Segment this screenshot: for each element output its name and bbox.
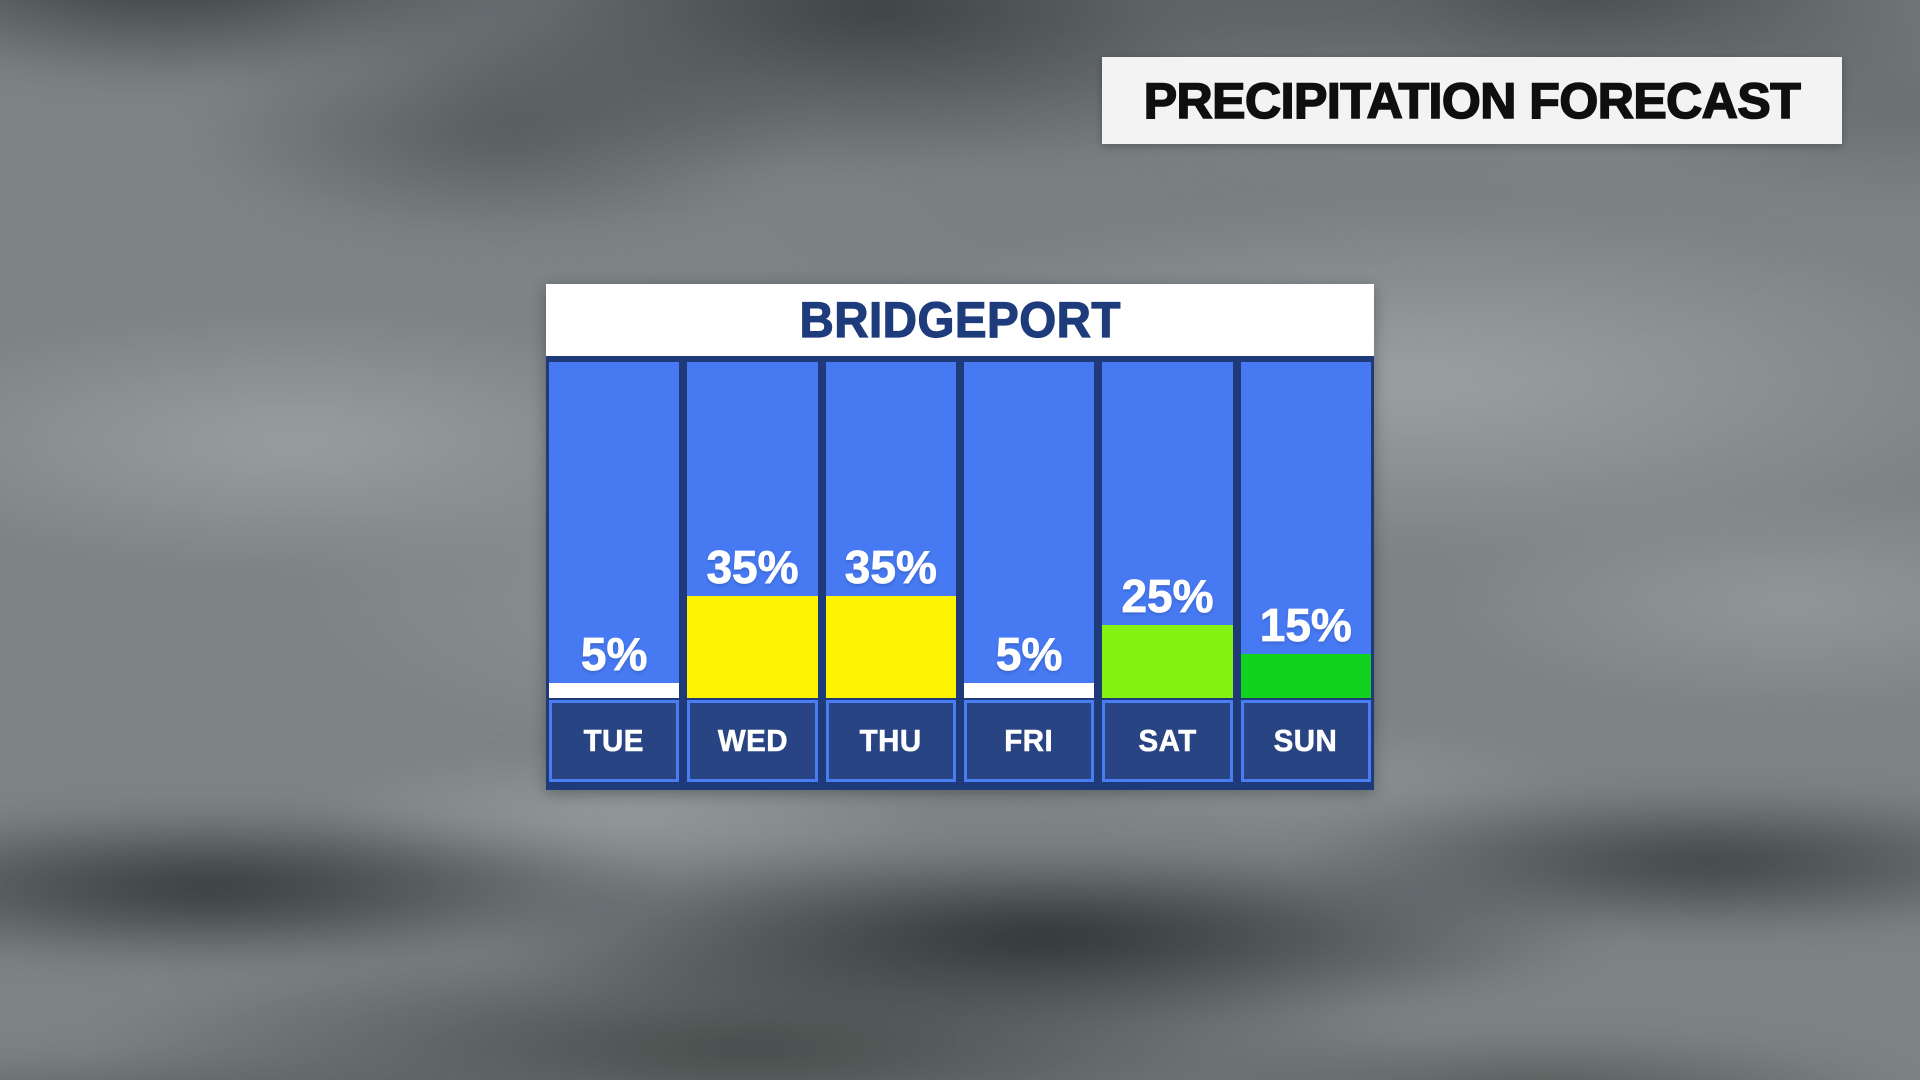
- bar-fill: [825, 596, 956, 698]
- day-label: FRI: [1004, 723, 1054, 759]
- day-label: TUE: [583, 723, 645, 759]
- day-label-panel: SAT: [1102, 700, 1233, 782]
- value-label: 35%: [844, 541, 937, 593]
- day-label: SAT: [1138, 723, 1197, 759]
- chart-title: BRIDGEPORT: [799, 291, 1121, 348]
- bar-column-wed: 35% WED: [687, 362, 818, 782]
- day-label-panel: TUE: [549, 700, 680, 782]
- day-label-panel: SUN: [1240, 700, 1371, 782]
- day-label: SUN: [1274, 723, 1338, 759]
- value-label: 35%: [706, 541, 799, 593]
- value-label: 15%: [1259, 599, 1352, 651]
- bar-track: 5%: [549, 362, 680, 698]
- bar-fill: [1102, 625, 1233, 698]
- day-label-panel: THU: [825, 700, 956, 782]
- bar-fill: [1240, 654, 1371, 698]
- value-label: 25%: [1121, 570, 1214, 622]
- bar-fill: [549, 683, 680, 698]
- bar-column-thu: 35% THU: [825, 362, 956, 782]
- precipitation-forecast-banner: PRECIPITATION FORECAST: [1102, 57, 1842, 144]
- chart-title-bar: BRIDGEPORT: [546, 284, 1374, 356]
- day-label-panel: FRI: [963, 700, 1095, 782]
- bar-column-sun: 15% SUN: [1240, 362, 1371, 782]
- bar-track: 35%: [687, 362, 818, 698]
- day-label-panel: WED: [687, 700, 818, 782]
- precipitation-chart: BRIDGEPORT 5% TUE 35% WED 35% THU 5% FRI 25% SAT 1…: [546, 284, 1374, 790]
- day-label: WED: [717, 723, 788, 759]
- day-label: THU: [859, 723, 922, 759]
- bar-column-fri: 5% FRI: [963, 362, 1095, 782]
- bar-track: 25%: [1102, 362, 1233, 698]
- bar-column-tue: 5% TUE: [549, 362, 680, 782]
- bar-column-sat: 25% SAT: [1102, 362, 1233, 782]
- banner-title: PRECIPITATION FORECAST: [1143, 72, 1802, 130]
- bar-track: 35%: [825, 362, 956, 698]
- bar-fill: [687, 596, 818, 698]
- chart-body: 5% TUE 35% WED 35% THU 5% FRI 25% SAT 15% SUN: [546, 356, 1374, 790]
- bar-track: 5%: [963, 362, 1095, 698]
- value-label: 5%: [580, 628, 648, 680]
- value-label: 5%: [995, 628, 1063, 680]
- bar-track: 15%: [1240, 362, 1371, 698]
- bar-fill: [963, 683, 1095, 698]
